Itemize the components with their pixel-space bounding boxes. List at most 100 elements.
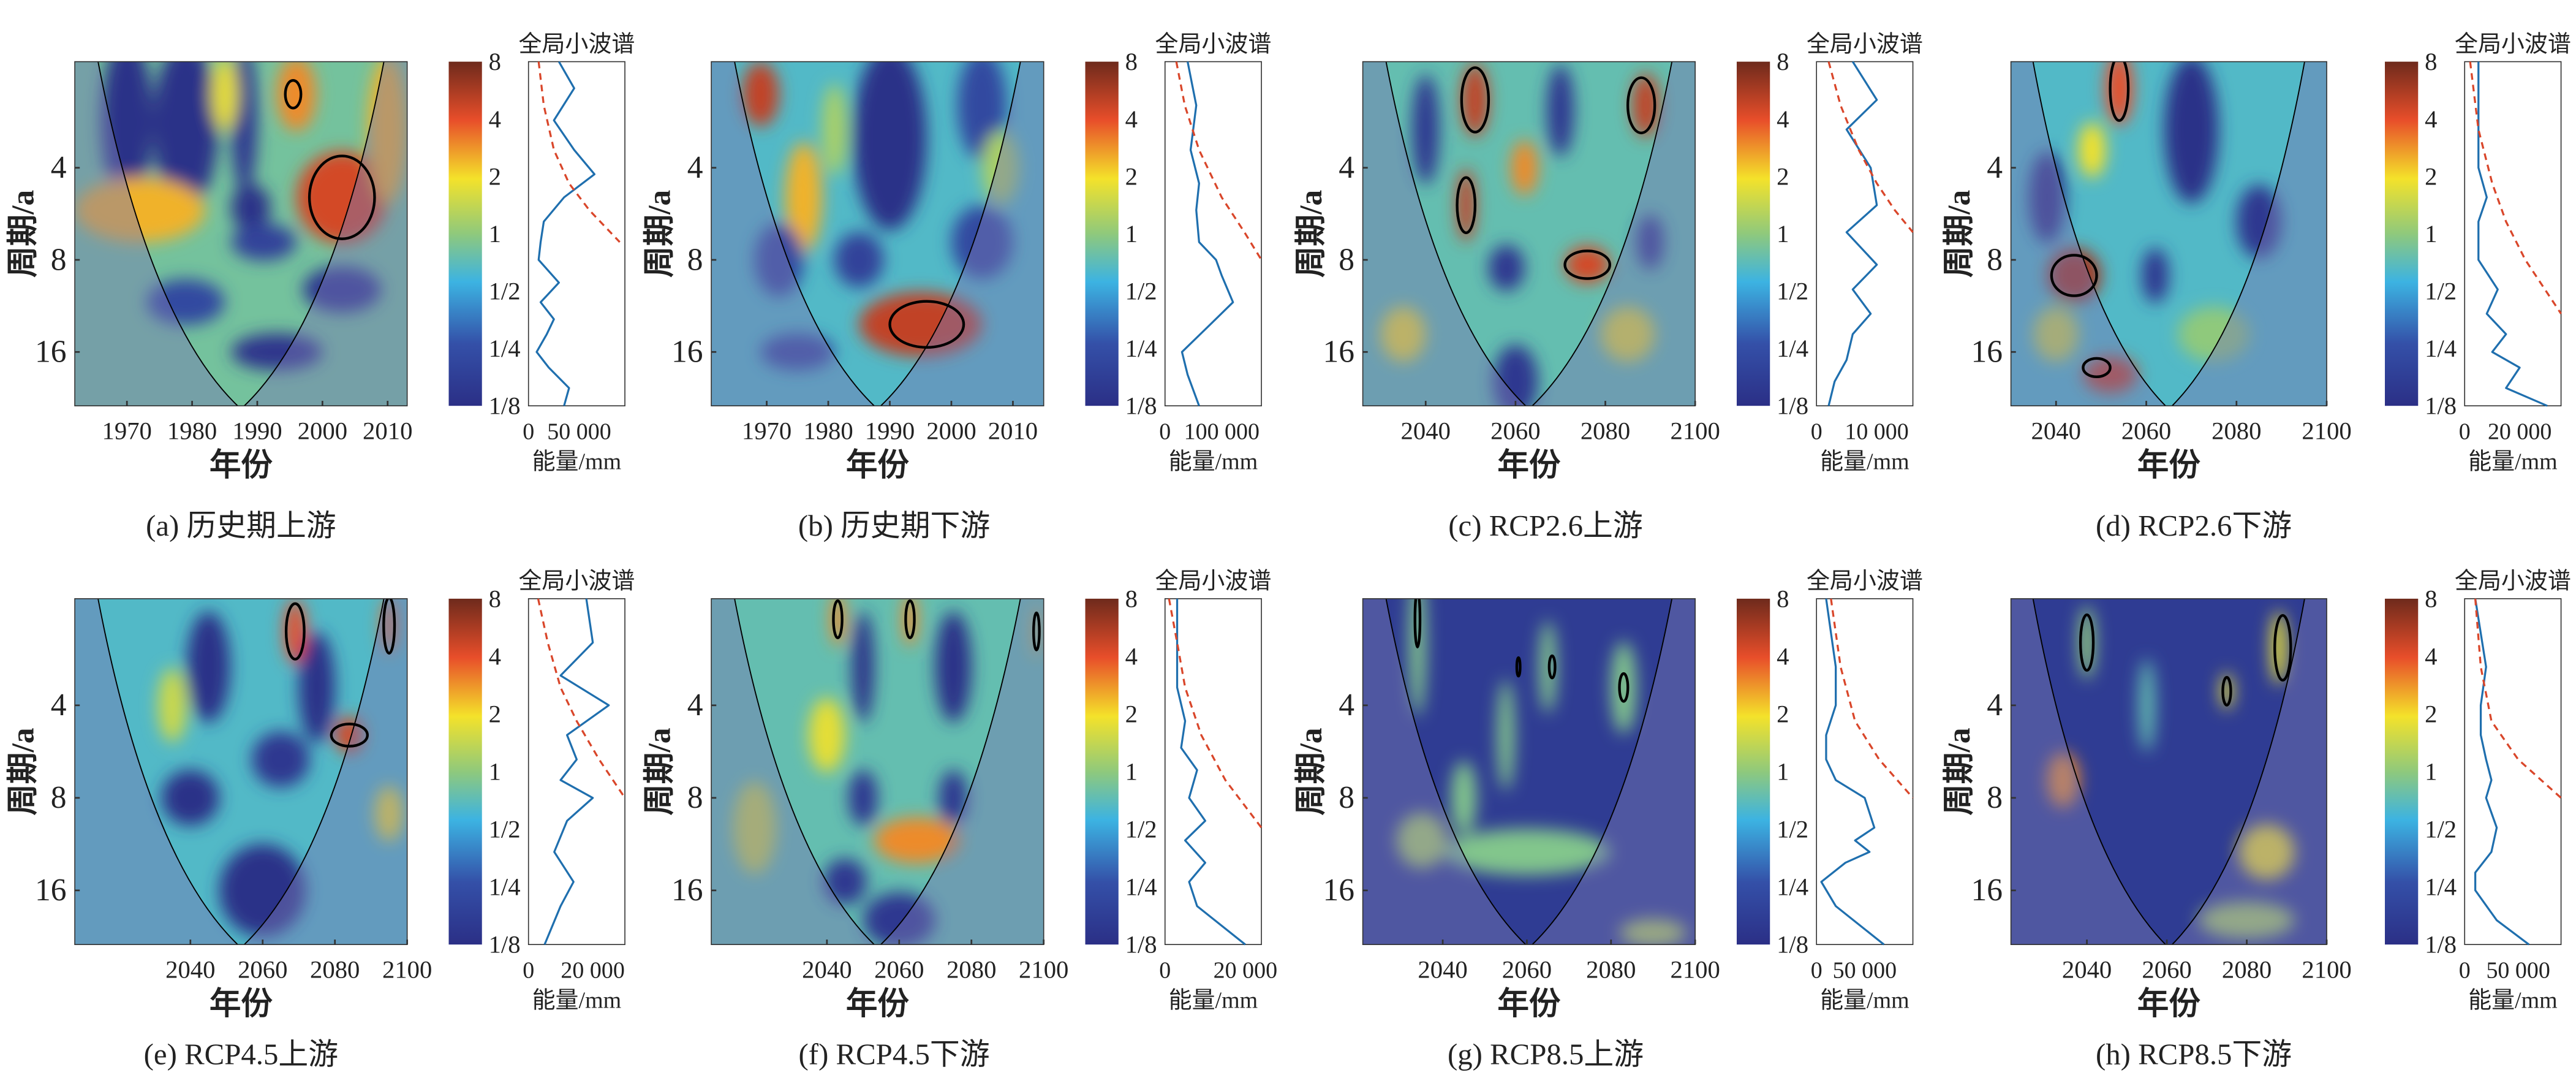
panel-caption: (d) RCP2.6下游 (2096, 509, 2292, 542)
x-tick-label: 2040 (1418, 955, 1467, 983)
x-tick-label: 2100 (1019, 955, 1068, 983)
x-tick-label: 2040 (2031, 417, 2081, 444)
colorbar-tick-label: 1/2 (2425, 278, 2457, 305)
colorbar-tick-label: 1/4 (1125, 873, 1157, 901)
colorbar-tick-label: 1/8 (1125, 931, 1157, 959)
significance-contour (382, 598, 396, 655)
significance-curve (1830, 598, 1914, 799)
x-tick-label: 1980 (803, 417, 853, 444)
power-region (1409, 598, 1426, 717)
y-tick-label: 8 (687, 780, 703, 815)
x-tick-label: 2060 (238, 955, 287, 983)
x-axis-label: 年份 (2137, 987, 2201, 1022)
power-region (153, 61, 219, 208)
heatmap-frame (711, 598, 1044, 945)
y-axis-label: 周期/a (6, 727, 40, 815)
wavelet-power-heatmap (75, 61, 407, 406)
panel-b: 4 8 16 周期/a 1970 1980 1990 2000 2010 年份 8 4 2 1 1/2 1/4… (642, 31, 1271, 542)
colorbar-tick-label: 1 (1125, 220, 1138, 248)
power-region (1461, 63, 1489, 137)
power-region (2270, 610, 2287, 685)
outside-cone-shade (75, 598, 407, 945)
colorbar-tick-label: 1/8 (2425, 931, 2457, 959)
energy-axis-label: 能量/mm (532, 987, 622, 1013)
panel-c: 4 8 16 周期/a 2040 2060 2080 2100 年份 8 4 2 1 1/2 1/4 1/8 全… (1294, 31, 1923, 542)
colorbar-tick-label: 1/8 (1125, 392, 1157, 420)
x-tick-label: 2010 (363, 417, 412, 444)
y-tick-label: 16 (1971, 873, 2003, 908)
energy-axis-label: 能量/mm (1169, 987, 1258, 1013)
wavelet-power-heatmap (711, 61, 1044, 406)
significance-contour (2050, 254, 2098, 297)
energy-tick-label: 20 000 (561, 957, 624, 983)
heatmap-frame (74, 61, 408, 406)
power-region (863, 892, 935, 945)
x-tick-label: 2100 (1670, 955, 1720, 983)
global-spectrum-title: 全局小波谱 (1807, 569, 1923, 594)
significance-contour (1618, 672, 1630, 703)
heatmap-frame (1362, 598, 1696, 945)
energy-tick-label: 0 (523, 419, 534, 444)
significance-contour (2221, 676, 2232, 707)
panel-g: 4 8 16 周期/a 2040 2060 2080 2100 年份 8 4 2 1 1/2 1/4 1/8 全… (1294, 569, 1923, 1071)
significance-contour (1413, 598, 1422, 648)
power-region (296, 151, 388, 244)
significance-curve (2474, 598, 2562, 799)
global-spectrum-frame (527, 598, 625, 945)
power-region (733, 781, 777, 874)
panel-caption: (f) RCP4.5下游 (799, 1037, 990, 1071)
colorbar-tick-label: 1/8 (1777, 931, 1808, 959)
colorbar-tick-label: 8 (1125, 48, 1138, 75)
significance-contour (904, 599, 916, 639)
y-tick-label: 16 (671, 873, 703, 908)
colorbar (448, 598, 482, 945)
colorbar-tick-label: 2 (1125, 162, 1138, 190)
y-tick-label: 4 (51, 150, 67, 185)
x-tick-label: 2080 (2212, 417, 2261, 444)
significance-curve (2469, 61, 2562, 314)
energy-tick-label: 0 (523, 957, 534, 983)
y-tick-label: 4 (1339, 150, 1354, 185)
power-region (1443, 829, 1611, 875)
heatmap-frame (2010, 61, 2327, 406)
significance-curve (1175, 61, 1263, 260)
colorbar-tick-label: 1/4 (489, 873, 521, 901)
x-tick-label: 2060 (1490, 417, 1540, 444)
global-spectrum-title: 全局小波谱 (2455, 569, 2571, 594)
global-spectrum-title: 全局小波谱 (1155, 569, 1271, 594)
colorbar-tick-label: 4 (1777, 642, 1789, 670)
significance-contour (1626, 76, 1656, 135)
y-tick-label: 4 (687, 150, 703, 185)
colorbar-tick-label: 1/4 (1125, 335, 1157, 362)
colorbar-tick-label: 4 (1125, 642, 1138, 670)
colorbar-tick-label: 4 (1125, 105, 1138, 133)
global-spectrum-frame (1164, 61, 1262, 406)
cone-of-influence (1385, 598, 1673, 945)
outside-cone-shade (711, 598, 1044, 945)
global-spectrum-title: 全局小波谱 (518, 569, 635, 594)
wavelet-power-heatmap (711, 598, 1044, 945)
colorbar-tick-label: 1 (489, 758, 501, 786)
colorbar-tick-label: 1/4 (2425, 335, 2457, 362)
x-tick-label: 2040 (165, 955, 215, 983)
significance-contour (1515, 656, 1522, 678)
y-axis-label: 周期/a (1942, 190, 1977, 278)
y-axis-label: 周期/a (6, 190, 40, 278)
power-region (1488, 245, 1525, 291)
x-axis-label: 年份 (210, 987, 273, 1022)
power-region (809, 698, 845, 772)
x-tick-label: 2080 (310, 955, 360, 983)
wavelet-power-heatmap (1362, 598, 1696, 945)
colorbar-tick-label: 1/2 (489, 816, 521, 843)
cone-of-influence (734, 598, 1021, 945)
significance-contour (2082, 357, 2112, 379)
significance-contour (1563, 249, 1612, 280)
power-region (2047, 248, 2101, 303)
energy-tick-label: 100 000 (1184, 419, 1260, 444)
x-tick-label: 1980 (167, 417, 217, 444)
y-tick-label: 16 (1323, 335, 1354, 370)
colorbar-tick-label: 8 (1777, 585, 1789, 612)
colorbar (1085, 61, 1119, 406)
significance-curve (1827, 61, 1914, 233)
power-region (2029, 151, 2065, 244)
